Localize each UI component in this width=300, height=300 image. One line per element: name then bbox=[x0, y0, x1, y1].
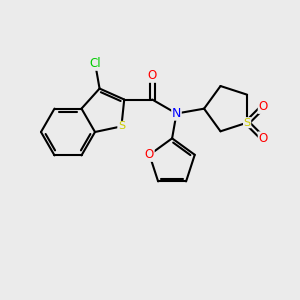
Text: Cl: Cl bbox=[89, 57, 101, 70]
Text: N: N bbox=[172, 107, 181, 120]
Text: O: O bbox=[258, 100, 268, 113]
Text: S: S bbox=[244, 118, 251, 128]
Text: O: O bbox=[145, 148, 154, 161]
Text: S: S bbox=[118, 122, 125, 131]
Text: O: O bbox=[258, 132, 268, 145]
Text: O: O bbox=[148, 69, 157, 82]
